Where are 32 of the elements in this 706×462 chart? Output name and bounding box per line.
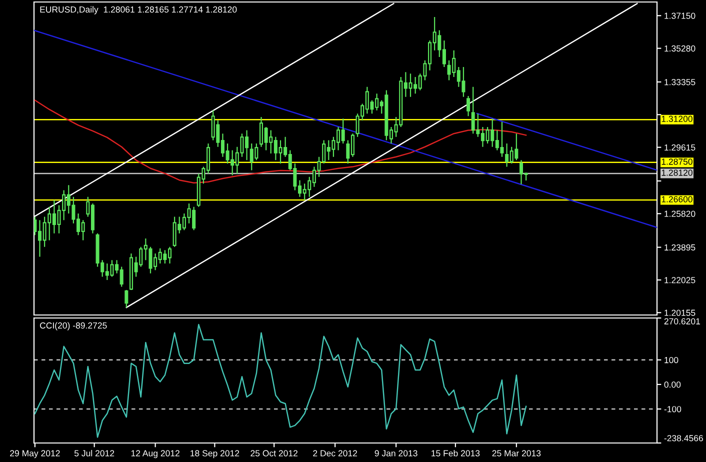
- x-tick-label: 2 Dec 2012: [313, 450, 358, 456]
- y-tick-label: 1.22025: [664, 277, 696, 284]
- y-tick-label: 0.00: [664, 382, 681, 388]
- line-series: [34, 100, 527, 184]
- y-tick-label: 1.25820: [664, 210, 696, 217]
- candlestick: [466, 95, 470, 117]
- y-tick-label: 1.20155: [664, 310, 696, 316]
- chart-title: CCI(20) -89.2725: [40, 322, 107, 330]
- line-series: [34, 324, 527, 438]
- candlestick: [124, 289, 128, 308]
- y-tick-label: 100: [664, 356, 678, 364]
- x-tick-label: 25 Mar 2013: [492, 450, 541, 456]
- y-tick-label: -238.4566: [664, 435, 703, 442]
- x-tick-label: 18 Sep 2012: [190, 450, 240, 458]
- chart-title: EURUSD,Daily 1.28061 1.28165 1.27714 1.28120: [40, 6, 237, 14]
- x-tick-label: 25 Oct 2012: [250, 450, 298, 456]
- y-tick-label: 1.35280: [664, 45, 696, 52]
- y-tick-label: 1.23895: [664, 244, 696, 251]
- y-tick-label: -100: [664, 406, 682, 412]
- y-tick-label: 1.37150: [664, 12, 696, 19]
- x-tick-label: 29 May 2012: [10, 450, 60, 458]
- x-tick-label: 9 Jan 2013: [374, 450, 418, 456]
- x-tick-label: 15 Feb 2013: [432, 450, 480, 456]
- ref-line-label: 1.28750: [662, 158, 692, 165]
- ref-line-label: 1.26600: [662, 196, 692, 202]
- y-tick-label: 270.6201: [664, 318, 700, 324]
- y-tick-label: 1.33355: [664, 79, 696, 86]
- x-tick-label: 12 Aug 2012: [131, 450, 180, 458]
- ref-line-label: 1.28120: [662, 170, 692, 176]
- y-tick-label: 1.29615: [664, 144, 696, 151]
- x-tick-label: 5 Jul 2012: [74, 450, 114, 456]
- ref-line-label: 1.31200: [662, 116, 692, 122]
